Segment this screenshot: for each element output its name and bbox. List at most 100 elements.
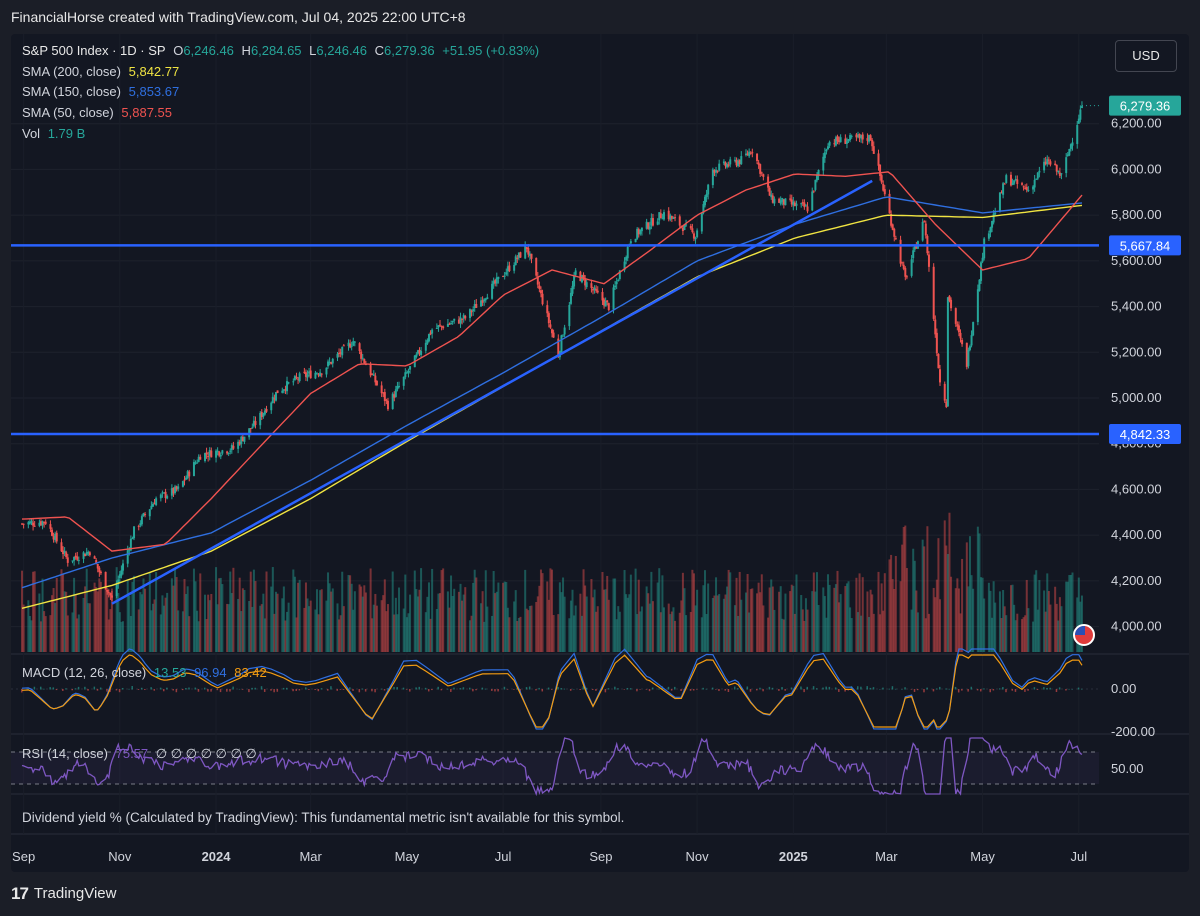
volume-bar — [759, 592, 762, 652]
macd-histogram-bar — [989, 689, 991, 693]
chart-canvas[interactable]: 4,000.004,200.004,400.004,600.004,800.00… — [11, 34, 1189, 872]
volume-bar — [722, 598, 725, 652]
sma150-legend[interactable]: SMA (150, close) 5,853.67 — [22, 84, 183, 99]
volume-bar — [849, 607, 852, 652]
volume-bar — [913, 560, 916, 652]
candle-body — [689, 226, 692, 229]
volume-bar — [1025, 579, 1028, 652]
volume-bar — [451, 595, 454, 652]
candle-body — [814, 179, 817, 190]
macd-histogram-bar — [1068, 688, 1070, 690]
candle-body — [915, 246, 918, 249]
candle-body — [998, 192, 1001, 212]
candle-body — [298, 373, 301, 382]
macd-histogram-bar — [614, 686, 616, 690]
macd-histogram-bar — [166, 687, 168, 690]
volume-bar — [297, 582, 300, 652]
volume-bar — [55, 577, 58, 652]
candle-body — [341, 346, 344, 356]
sma200-legend[interactable]: SMA (200, close) 5,842.77 — [22, 64, 183, 79]
macd-histogram-bar — [342, 689, 345, 690]
candle-body — [768, 187, 771, 196]
candle-body — [614, 285, 617, 288]
currency-button[interactable]: USD — [1115, 40, 1177, 72]
candle-body — [451, 321, 454, 323]
candle-body — [109, 593, 112, 596]
volume-bar — [259, 605, 262, 652]
candle-body — [472, 309, 475, 312]
candle-body — [398, 385, 401, 387]
volume-bar — [615, 619, 618, 652]
candle-body — [667, 210, 670, 220]
volume-bar — [85, 568, 88, 652]
candle-body — [901, 262, 904, 264]
volume-bar — [998, 591, 1001, 652]
volume-bar — [287, 602, 290, 652]
candle-body — [672, 217, 675, 219]
macd-histogram-bar — [446, 688, 449, 690]
candle-body — [221, 450, 224, 454]
macd-histogram-bar — [374, 689, 376, 693]
x-tick-label: Sep — [12, 849, 35, 864]
candle-body — [759, 164, 762, 174]
us-flag-icon[interactable] — [1073, 624, 1095, 646]
volume-bar — [71, 612, 74, 652]
volume-bar — [358, 584, 361, 652]
macd-histogram-bar — [1065, 689, 1067, 691]
volume-bar — [946, 554, 949, 652]
candle-body — [872, 146, 875, 154]
candle-body — [722, 161, 725, 164]
macd-histogram-bar — [812, 686, 815, 690]
candle-body — [528, 253, 531, 256]
macd-legend[interactable]: MACD (12, 26, close) 13.53 96.94 83.42 — [22, 665, 271, 680]
candle-body — [989, 227, 992, 233]
macd-histogram-bar — [386, 688, 389, 690]
candle-body — [838, 140, 841, 143]
candle-body — [259, 412, 262, 426]
candle-body — [954, 308, 957, 324]
macd-histogram-bar — [879, 688, 881, 690]
volume-bar — [585, 596, 588, 652]
volume-bar — [978, 533, 981, 652]
candle-body — [623, 261, 626, 271]
candle-body — [790, 199, 793, 205]
volume-bar — [243, 589, 246, 652]
volume-bar — [96, 591, 99, 652]
macd-histogram-bar — [800, 686, 802, 690]
volume-bar — [274, 591, 277, 652]
volume-bar — [396, 614, 399, 652]
candle-body — [286, 381, 289, 392]
volume-bar — [398, 587, 401, 652]
volume-bar — [904, 525, 907, 652]
candle-body — [970, 335, 973, 346]
candle-body — [205, 452, 208, 455]
macd-histogram-bar — [560, 688, 562, 690]
candle-body — [645, 221, 648, 229]
candle-body — [836, 136, 839, 142]
volume-bar — [240, 611, 243, 652]
volume-legend[interactable]: Vol 1.79 B — [22, 126, 89, 141]
volume-bar — [767, 617, 770, 652]
macd-histogram-bar — [409, 689, 411, 692]
volume-bar — [73, 577, 76, 652]
high-value: 6,284.65 — [250, 43, 302, 58]
candle-body — [107, 592, 110, 594]
chart-frame[interactable]: 4,000.004,200.004,400.004,600.004,800.00… — [11, 34, 1189, 872]
macd-histogram-bar — [128, 688, 130, 690]
candle-body — [1065, 157, 1068, 174]
candle-body — [54, 533, 57, 541]
macd-histogram-bar — [327, 689, 329, 691]
candle-body — [880, 175, 883, 183]
candle-body — [1032, 186, 1035, 190]
volume-bar — [822, 587, 825, 652]
macd-histogram-bar — [229, 689, 231, 692]
macd-histogram-bar — [592, 689, 594, 690]
volume-bar — [784, 593, 787, 652]
volume-bar — [371, 618, 374, 652]
candle-body — [1022, 186, 1025, 188]
volume-bar — [921, 539, 924, 652]
candle-body — [868, 135, 871, 142]
volume-bar — [1013, 604, 1016, 652]
sma50-legend[interactable]: SMA (50, close) 5,887.55 — [22, 105, 176, 120]
rsi-legend[interactable]: RSI (14, close) 75.57 ∅ ∅ ∅ ∅ ∅ ∅ ∅ — [22, 746, 261, 762]
